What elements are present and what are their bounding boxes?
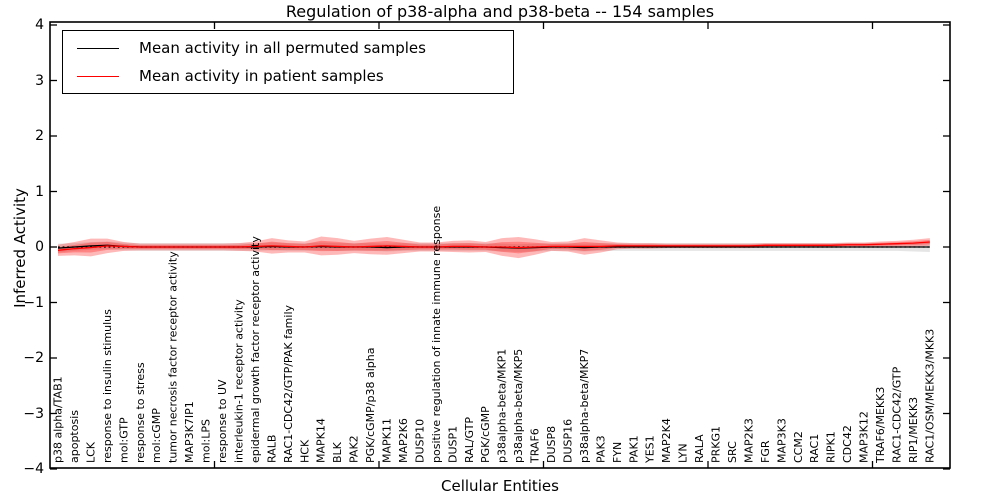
y-tick-label: −3	[23, 405, 44, 422]
y-tick-label: −1	[23, 294, 44, 311]
x-tick-label: PGK/cGMP	[479, 406, 492, 463]
x-tick-label: mol:LPS	[200, 419, 213, 463]
x-tick-label: RALA	[693, 434, 706, 463]
x-tick-label: DUSP8	[545, 426, 558, 463]
x-tick-label: p38alpha-beta/MKP5	[512, 349, 525, 463]
legend-item: Mean activity in all permuted samples	[63, 35, 513, 61]
x-tick-label: mol:GTP	[117, 417, 130, 463]
legend-label: Mean activity in all permuted samples	[139, 39, 426, 57]
x-tick-label: MAPK14	[315, 418, 328, 463]
x-tick-label: DUSP10	[413, 419, 426, 463]
x-tick-label: MAP2K6	[397, 418, 410, 463]
x-tick-label: MAP2K3	[742, 418, 755, 463]
x-tick-label: MAP3K3	[775, 418, 788, 463]
x-tick-label: RALB	[265, 435, 278, 463]
x-tick-label: MAP3K7IP1	[183, 401, 196, 463]
y-tick-label: −2	[23, 350, 44, 366]
x-tick-label: BLK	[331, 441, 344, 463]
x-tick-label: YES1	[644, 435, 657, 464]
x-tick-label: tumor necrosis factor receptor activity	[167, 251, 180, 463]
x-tick-label: PAK2	[348, 435, 361, 463]
y-tick-label: 0	[35, 239, 44, 255]
x-tick-label: PAK1	[627, 435, 640, 463]
x-tick-label: PGK/cGMP/p38 alpha	[364, 348, 377, 463]
x-tick-label: DUSP16	[561, 419, 574, 463]
x-tick-label: p38alpha-beta/MKP1	[496, 349, 509, 463]
x-tick-label: mol:cGMP	[150, 408, 163, 463]
y-tick-label: 3	[35, 72, 44, 89]
x-tick-label: positive regulation of innate immune res…	[430, 206, 443, 463]
legend-item: Mean activity in patient samples	[63, 63, 513, 89]
x-axis-title: Cellular Entities	[441, 477, 559, 495]
x-tick-label: MAPK11	[381, 418, 394, 463]
y-tick-label: 2	[35, 128, 44, 144]
chart-title: Regulation of p38-alpha and p38-beta -- …	[285, 2, 715, 21]
x-tick-label: interleukin-1 receptor activity	[232, 299, 245, 463]
x-tick-label: RAC1-CDC42/GTP/PAK family	[282, 304, 295, 463]
x-tick-label: epidermal growth factor receptor activit…	[249, 236, 262, 463]
x-tick-label: response to stress	[134, 362, 147, 463]
x-tick-label: LCK	[84, 441, 97, 463]
x-tick-label: PAK3	[594, 435, 607, 463]
x-tick-label: MAP2K4	[660, 418, 673, 463]
legend-line-swatch	[77, 75, 119, 77]
x-tick-label: HCK	[298, 439, 311, 463]
y-tick-label: −4	[23, 461, 44, 477]
x-tick-label: TRAF6/MEKK3	[874, 387, 887, 464]
x-tick-label: RAC1	[808, 434, 821, 463]
x-tick-label: DUSP1	[446, 426, 459, 463]
x-tick-label: RAC1/OSM/MEKK3/MKK3	[923, 329, 936, 463]
x-tick-label: FGR	[759, 440, 772, 463]
x-tick-label: apoptosis	[68, 410, 81, 463]
x-tick-label: CDC42	[841, 425, 854, 463]
legend-line-swatch	[77, 47, 119, 49]
x-tick-label: RAC1-CDC42/GTP	[890, 366, 903, 463]
x-tick-label: LYN	[677, 443, 690, 463]
x-tick-label: RIPK1	[825, 431, 838, 463]
x-tick-label: response to insulin stimulus	[101, 309, 114, 463]
patient-mean-line	[57, 241, 930, 251]
x-tick-label: SRC	[726, 441, 739, 463]
legend: Mean activity in all permuted samples Mea…	[62, 30, 514, 94]
x-tick-label: CCM2	[792, 431, 805, 463]
x-tick-label: response to UV	[216, 379, 229, 463]
x-tick-label: p38 alpha/TAB1	[52, 376, 65, 463]
x-tick-label: RIP1/MEKK3	[907, 397, 920, 463]
x-tick-label: RAL/GTP	[463, 417, 476, 463]
y-tick-label: 4	[35, 17, 44, 33]
x-tick-label: FYN	[611, 442, 624, 463]
x-tick-label: PRKG1	[710, 426, 723, 463]
x-tick-label: p38alpha-beta/MKP7	[578, 349, 591, 463]
x-tick-label: TRAF6	[529, 428, 542, 464]
x-tick-label: MAP3K12	[858, 411, 871, 463]
y-tick-label: 1	[35, 183, 44, 200]
plot-frame	[49, 21, 951, 469]
legend-label: Mean activity in patient samples	[139, 67, 384, 85]
